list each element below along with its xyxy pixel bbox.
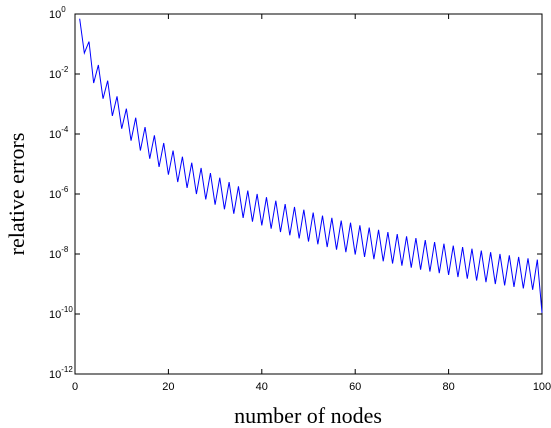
plot-area [74, 13, 543, 375]
x-tick-label: 60 [349, 381, 361, 393]
y-tick-base: 10 [49, 9, 61, 21]
x-tick-label: 100 [533, 381, 551, 393]
x-tick-labels: 0 20 40 60 80 100 [72, 381, 551, 393]
y-tick-exponent: -12 [61, 365, 73, 374]
x-tick-label: 20 [162, 381, 174, 393]
y-tick-label: 10-12 [49, 365, 73, 381]
y-tick-exponent: -4 [61, 125, 69, 134]
y-tick-base: 10 [49, 129, 61, 141]
y-tick-exponent: -6 [61, 185, 69, 194]
x-tick-label: 80 [442, 381, 454, 393]
x-tick-label: 0 [72, 381, 78, 393]
y-tick-label: 10-10 [49, 305, 73, 321]
y-tick-exponent: -8 [61, 245, 69, 254]
y-tick-base: 10 [49, 189, 61, 201]
y-tick-exponent: -2 [61, 65, 69, 74]
y-tick-base: 10 [49, 69, 61, 81]
y-tick-exponent: -10 [61, 305, 73, 314]
y-tick-label: 10-2 [49, 65, 69, 81]
y-tick-base: 10 [49, 369, 61, 381]
tick-marks [74, 13, 543, 375]
y-tick-label: 10-6 [49, 185, 69, 201]
y-tick-exponent: 0 [61, 5, 66, 14]
y-tick-label: 10-8 [49, 245, 69, 261]
y-tick-label: 10-4 [49, 125, 69, 141]
x-tick-label: 40 [256, 381, 268, 393]
y-tick-base: 10 [49, 309, 61, 321]
series-line [79, 18, 543, 313]
y-tick-base: 10 [49, 249, 61, 261]
x-axis-title: number of nodes [234, 403, 382, 428]
y-axis-title: relative errors [4, 133, 29, 256]
y-tick-label: 100 [49, 5, 66, 21]
